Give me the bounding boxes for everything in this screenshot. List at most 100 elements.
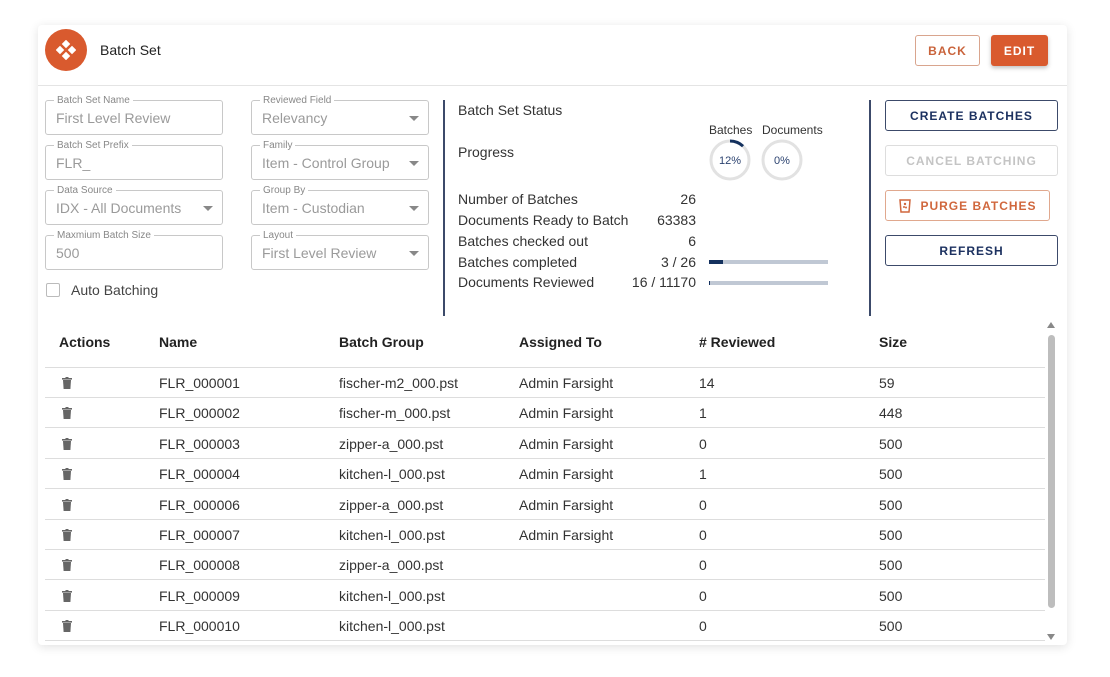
ring-fill [709,139,751,181]
table-row[interactable]: FLR_000002 fischer-m_000.pst Admin Farsigh… [45,398,1045,429]
chevron-down-icon [409,206,419,211]
bar-fill [709,260,723,264]
field-label: Data Source [54,185,116,196]
trash-icon[interactable] [62,407,72,420]
documents-progress-ring: 0% [761,139,803,181]
scrollbar[interactable] [1048,335,1055,608]
chevron-down-icon [409,116,419,121]
cell-reviewed: 0 [699,587,707,604]
button-label: CANCEL BATCHING [906,153,1037,168]
stat-label: Number of Batches [458,191,578,207]
trash-icon[interactable] [62,620,72,633]
cell-assigned-to: Admin Farsight [519,496,614,513]
table-row[interactable]: FLR_000003 zipper-a_000.pst Admin Farsight… [45,429,1045,459]
batch-set-card: Batch Set BACK EDIT Batch Set Name First … [38,25,1067,645]
table-row[interactable]: FLR_000007 kitchen-l_000.pst Admin Farsigh… [45,520,1045,550]
header-divider [45,367,1045,368]
field-value: Relevancy [262,110,328,126]
cell-batch-group: kitchen-l_000.pst [339,618,445,635]
trash-icon[interactable] [62,559,72,572]
column-header-size[interactable]: Size [879,334,908,350]
scroll-up-arrow[interactable] [1047,322,1055,328]
table-row[interactable]: FLR_000010 kitchen-l_000.pst 0 500 [45,611,1045,642]
table-row[interactable]: FLR_000006 zipper-a_000.pst Admin Farsight… [45,490,1045,520]
edit-button[interactable]: EDIT [991,35,1048,66]
chevron-down-icon [203,206,213,211]
bar-fill [709,281,711,285]
cell-name: FLR_000002 [159,405,240,422]
field-value: FLR_ [56,155,91,171]
trash-icon[interactable] [62,498,72,511]
stat-label: Documents Ready to Batch [458,212,629,228]
group-by-select[interactable]: Group By Item - Custodian [251,185,429,225]
cell-batch-group: fischer-m2_000.pst [339,375,459,391]
field-value: First Level Review [56,110,171,126]
stat-label: Batches completed [458,254,578,270]
cell-reviewed: 1 [699,405,707,422]
trash-icon[interactable] [62,529,72,541]
field-label: Maxmium Batch Size [54,230,154,241]
cell-reviewed: 0 [699,527,707,543]
cell-assigned-to: Admin Farsight [519,527,614,543]
batch-set-prefix-field[interactable]: Batch Set Prefix FLR_ [45,140,223,180]
cell-name: FLR_000010 [159,618,240,635]
header: Batch Set BACK EDIT [38,25,1067,86]
cell-name: FLR_000008 [159,557,240,574]
back-button[interactable]: BACK [915,35,980,66]
field-label: Reviewed Field [260,95,335,106]
column-header-reviewed[interactable]: # Reviewed [699,334,776,350]
cell-batch-group: fischer-m_000.pst [339,405,451,422]
cell-reviewed: 1 [699,466,707,483]
layout-select[interactable]: Layout First Level Review [251,230,429,270]
stat-label: Batches checked out [458,233,588,249]
stat-label: Documents Reviewed [458,274,595,290]
cell-size: 500 [879,557,903,574]
purge-batches-button[interactable]: PURGE BATCHES [885,190,1050,221]
table-row[interactable]: FLR_000008 zipper-a_000.pst 0 500 [45,550,1045,581]
scroll-down-arrow[interactable] [1047,634,1055,640]
cell-size: 500 [879,466,903,483]
field-value: Item - Control Group [262,155,390,171]
cell-batch-group: kitchen-l_000.pst [339,466,445,483]
reviewed-field-select[interactable]: Reviewed Field Relevancy [251,95,429,135]
cell-reviewed: 0 [699,557,707,574]
cell-size: 500 [879,527,903,543]
cell-batch-group: zipper-a_000.pst [339,496,444,513]
trash-icon[interactable] [62,377,72,389]
field-value: IDX - All Documents [56,200,182,216]
documents-ring-label: Documents [762,123,823,137]
table-row[interactable]: FLR_000004 kitchen-l_000.pst Admin Farsigh… [45,459,1045,490]
stat-value: 6 [688,233,696,249]
cell-size: 500 [879,587,903,604]
cell-batch-group: zipper-a_000.pst [339,557,444,574]
ring-text: 12% [719,155,741,167]
field-label: Batch Set Prefix [54,140,132,151]
cell-name: FLR_000006 [159,496,240,513]
batches-progress-ring: 12% [709,139,751,181]
button-label: CREATE BATCHES [910,108,1033,123]
refresh-button[interactable]: REFRESH [885,235,1058,266]
table-row[interactable]: FLR_000001 fischer-m2_000.pst Admin Farsig… [45,368,1045,398]
cell-reviewed: 14 [699,375,715,391]
trash-icon[interactable] [62,437,72,450]
max-batch-size-field[interactable]: Maxmium Batch Size 500 [45,230,223,270]
cell-batch-group: kitchen-l_000.pst [339,587,445,604]
column-header-batch-group[interactable]: Batch Group [339,334,424,350]
table-row[interactable]: FLR_000009 kitchen-l_000.pst 0 500 [45,581,1045,611]
auto-batching-label: Auto Batching [71,282,159,298]
trash-icon[interactable] [62,589,72,602]
trash-icon[interactable] [62,468,72,481]
column-header-assigned-to[interactable]: Assigned To [519,334,602,350]
cell-reviewed: 0 [699,435,707,452]
create-batches-button[interactable]: CREATE BATCHES [885,100,1058,131]
batches-completed-bar [709,260,828,264]
column-header-name[interactable]: Name [159,334,198,350]
cancel-batching-button[interactable]: CANCEL BATCHING [885,145,1058,176]
cell-name: FLR_000003 [159,435,240,452]
batch-set-name-field[interactable]: Batch Set Name First Level Review [45,95,223,135]
stat-value: 26 [680,191,696,207]
field-label: Layout [260,230,297,241]
data-source-select[interactable]: Data Source IDX - All Documents [45,185,223,225]
family-select[interactable]: Family Item - Control Group [251,140,429,180]
auto-batching-checkbox[interactable] [46,283,60,297]
